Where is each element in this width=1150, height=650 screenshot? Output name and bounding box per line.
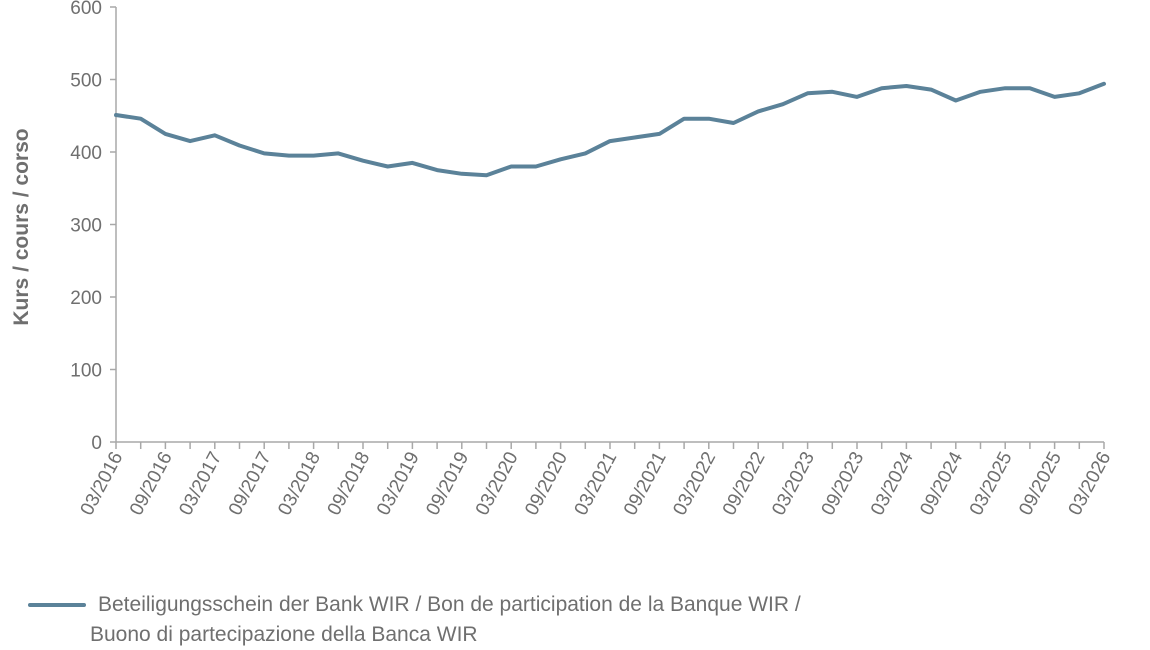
- y-tick-label: 100: [70, 361, 102, 382]
- x-tick-label: 03/2017: [175, 448, 226, 519]
- series-line: [114, 81, 1106, 178]
- legend: Beteiligungsschein der Bank WIR / Bon de…: [28, 590, 928, 647]
- x-tick-label: 03/2022: [669, 448, 720, 519]
- x-tick-label: 09/2025: [1015, 448, 1066, 519]
- x-axis-ticks: [115, 442, 1105, 449]
- x-tick-label: 09/2017: [225, 448, 276, 519]
- x-tick-label: 09/2020: [521, 448, 572, 519]
- legend-label: Beteiligungsschein der Bank WIR / Bon de…: [90, 593, 801, 646]
- x-tick-label: 03/2021: [571, 448, 622, 519]
- x-tick-label: 09/2022: [719, 448, 770, 519]
- x-tick-label: 03/2018: [274, 448, 325, 519]
- x-tick-label: 03/2026: [1065, 448, 1116, 519]
- y-tick-label: 400: [70, 143, 102, 164]
- y-tick-label: 300: [70, 216, 102, 237]
- x-tick-label: 03/2016: [77, 448, 128, 519]
- x-tick-label: 09/2021: [620, 448, 671, 519]
- x-axis-tick-labels: 03/201609/201603/201709/201703/201809/20…: [77, 448, 1116, 519]
- x-tick-label: 09/2023: [818, 448, 869, 519]
- y-axis-ticks: [110, 6, 116, 443]
- y-axis-tick-labels: 0 100 200 300 400 500 600: [70, 0, 102, 454]
- x-tick-label: 09/2019: [422, 448, 473, 519]
- series-layer: [114, 81, 1106, 178]
- x-tick-label: 03/2025: [966, 448, 1017, 519]
- x-tick-label: 03/2024: [867, 448, 918, 519]
- legend-swatch: [28, 603, 86, 607]
- x-tick-label: 09/2016: [126, 448, 177, 519]
- x-tick-label: 03/2020: [472, 448, 523, 519]
- y-axis-title: Kurs / cours / corso: [10, 128, 33, 325]
- x-tick-label: 03/2019: [373, 448, 424, 519]
- y-tick-label: 0: [91, 433, 102, 454]
- x-tick-label: 03/2023: [768, 448, 819, 519]
- x-tick-label: 09/2024: [916, 448, 967, 519]
- y-tick-label: 600: [70, 0, 102, 19]
- y-tick-label: 200: [70, 288, 102, 309]
- x-tick-label: 09/2018: [324, 448, 375, 519]
- plot-axes: [115, 7, 1104, 443]
- y-tick-label: 500: [70, 71, 102, 92]
